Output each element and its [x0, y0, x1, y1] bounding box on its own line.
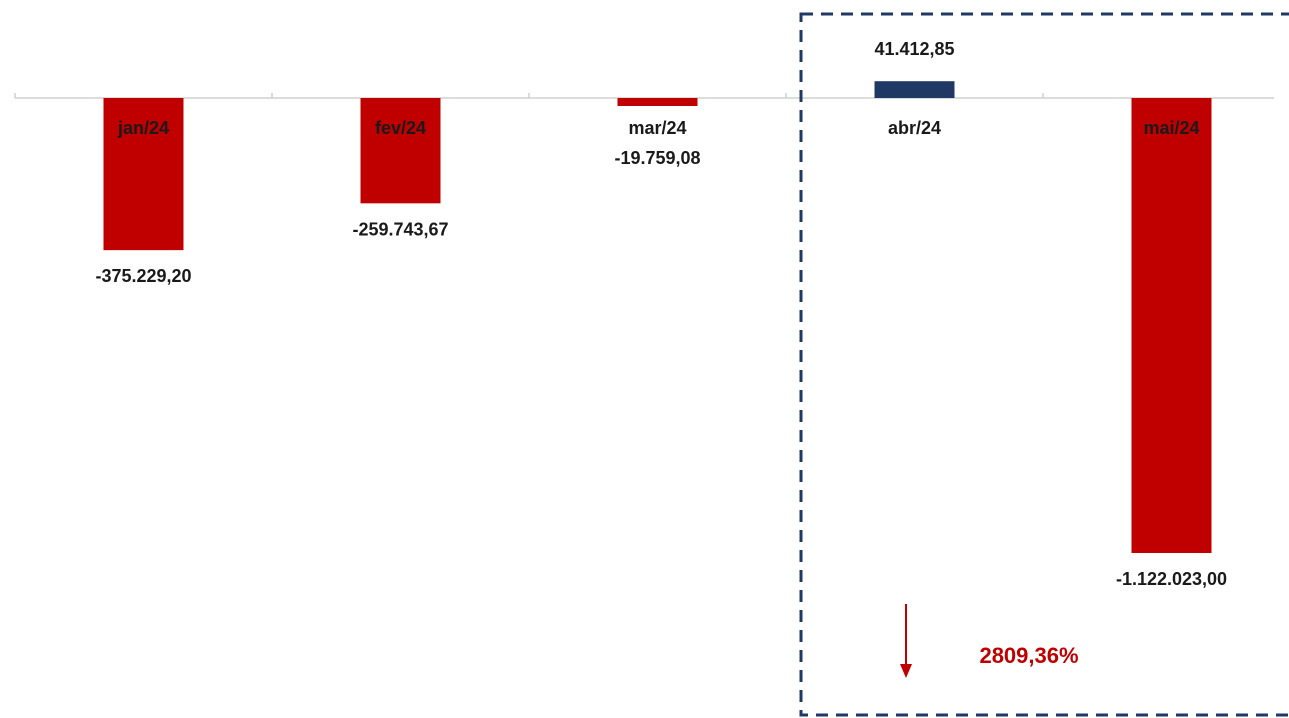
labels-group: jan/24 -375.229,20 fev/24 -259.743,67 mar/24…: [95, 39, 1227, 589]
bars-group: [103, 81, 1212, 553]
annotation-group: 2809,36%: [799, 12, 1289, 717]
value-label: -375.229,20: [95, 266, 191, 286]
highlight-box: [799, 12, 1289, 717]
bar-mar-24: [617, 98, 698, 107]
category-label: jan/24: [117, 118, 169, 138]
down-arrow-head-icon: [900, 664, 912, 678]
change-percent-label: 2809,36%: [979, 643, 1078, 668]
category-label: abr/24: [888, 118, 941, 138]
category-label: mar/24: [628, 118, 686, 138]
value-label: 41.412,85: [874, 39, 954, 59]
value-label: -259.743,67: [352, 219, 448, 239]
bar-jan-24: [103, 98, 184, 251]
axis-group: [14, 93, 1274, 99]
bar-fev-24: [360, 98, 441, 204]
category-label: mai/24: [1143, 118, 1199, 138]
value-label: -1.122.023,00: [1116, 569, 1227, 589]
bar-mai-24: [1131, 98, 1212, 553]
category-label: fev/24: [375, 118, 426, 138]
bar-abr-24: [874, 81, 955, 98]
value-label: -19.759,08: [614, 148, 700, 168]
